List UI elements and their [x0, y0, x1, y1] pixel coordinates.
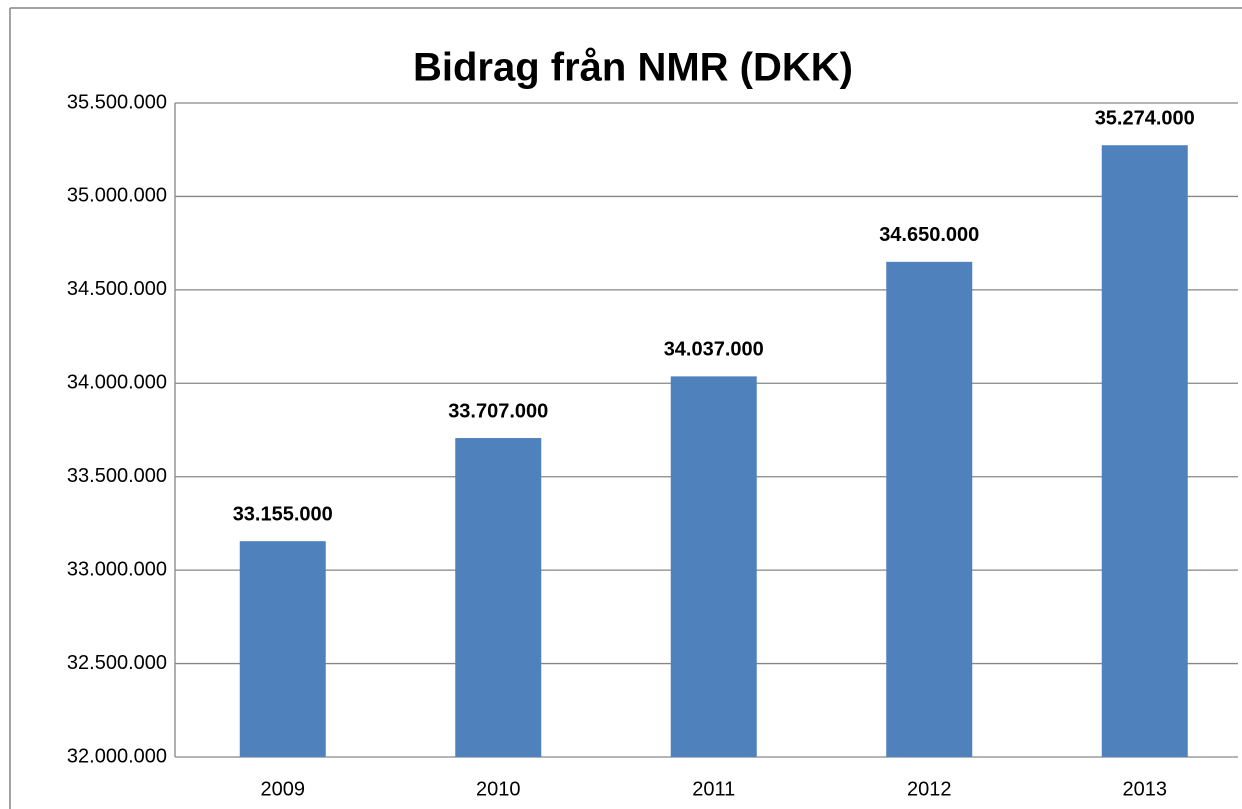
- y-tick-label: 32.500.000: [67, 652, 167, 674]
- y-tick-label: 33.000.000: [67, 558, 167, 580]
- bar: [670, 376, 757, 757]
- x-tick-label: 2009: [261, 778, 306, 800]
- data-label: 35.274.000: [1095, 108, 1195, 130]
- y-tick-label: 35.500.000: [67, 91, 167, 113]
- x-tick-label: 2012: [907, 778, 952, 800]
- x-tick-label: 2011: [692, 778, 735, 800]
- data-label: 34.037.000: [664, 339, 764, 361]
- y-tick-label: 34.000.000: [67, 372, 167, 394]
- bar: [455, 438, 542, 757]
- y-tick-label: 33.500.000: [67, 465, 167, 487]
- y-tick-label: 32.000.000: [67, 745, 167, 767]
- bar: [1101, 145, 1188, 757]
- data-label: 33.707.000: [448, 400, 548, 422]
- x-tick-label: 2010: [476, 778, 521, 800]
- data-label: 34.650.000: [879, 224, 979, 246]
- data-label: 33.155.000: [233, 503, 333, 525]
- bar: [239, 541, 326, 757]
- bar: [886, 261, 973, 757]
- y-tick-label: 34.500.000: [67, 278, 167, 300]
- y-tick-label: 35.000.000: [67, 185, 167, 207]
- x-tick-label: 2013: [1123, 778, 1168, 800]
- chart-title: Bidrag från NMR (DKK): [413, 46, 853, 90]
